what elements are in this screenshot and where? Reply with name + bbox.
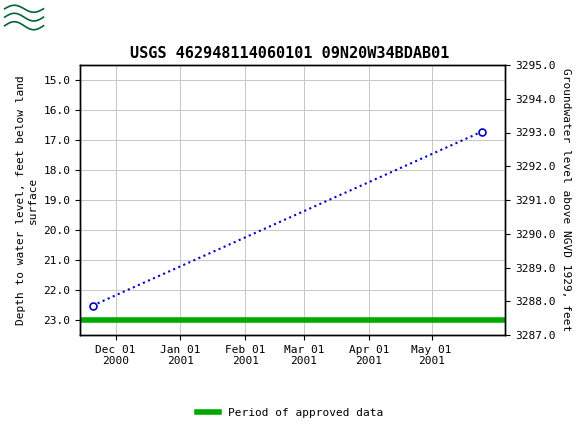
Bar — [3, 3, 46, 32]
Legend: Period of approved data: Period of approved data — [193, 403, 387, 422]
Y-axis label: Depth to water level, feet below land
surface: Depth to water level, feet below land su… — [16, 75, 38, 325]
Text: USGS 462948114060101 09N20W34BDAB01: USGS 462948114060101 09N20W34BDAB01 — [130, 46, 450, 61]
Y-axis label: Groundwater level above NGVD 1929, feet: Groundwater level above NGVD 1929, feet — [561, 68, 571, 332]
Text: USGS: USGS — [49, 8, 109, 27]
